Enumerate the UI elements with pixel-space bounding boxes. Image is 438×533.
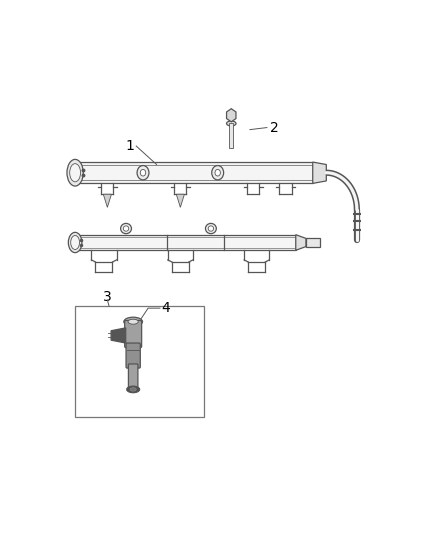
Bar xyxy=(75,306,204,417)
Text: 4: 4 xyxy=(162,301,170,315)
Ellipse shape xyxy=(124,226,129,231)
Ellipse shape xyxy=(215,169,220,176)
Text: 2: 2 xyxy=(270,120,279,134)
Ellipse shape xyxy=(226,121,236,126)
Polygon shape xyxy=(226,109,236,122)
Ellipse shape xyxy=(68,232,82,253)
Ellipse shape xyxy=(212,166,224,180)
Ellipse shape xyxy=(130,388,136,391)
Ellipse shape xyxy=(120,223,131,233)
Polygon shape xyxy=(176,194,184,207)
Bar xyxy=(75,162,313,183)
Bar xyxy=(75,235,296,251)
Ellipse shape xyxy=(208,226,214,231)
Text: 1: 1 xyxy=(125,139,134,153)
Ellipse shape xyxy=(137,166,149,180)
FancyBboxPatch shape xyxy=(125,320,141,348)
Polygon shape xyxy=(111,328,126,343)
Ellipse shape xyxy=(140,169,146,176)
Ellipse shape xyxy=(127,386,140,393)
Bar xyxy=(229,124,233,148)
Bar xyxy=(306,238,320,247)
Polygon shape xyxy=(296,235,306,251)
Ellipse shape xyxy=(71,236,80,249)
Polygon shape xyxy=(313,162,326,183)
FancyBboxPatch shape xyxy=(126,343,140,368)
Ellipse shape xyxy=(67,159,83,186)
FancyBboxPatch shape xyxy=(128,364,138,388)
Ellipse shape xyxy=(205,223,216,233)
Ellipse shape xyxy=(128,319,138,324)
Ellipse shape xyxy=(124,317,142,326)
Polygon shape xyxy=(103,194,111,207)
Text: 3: 3 xyxy=(103,290,112,304)
Ellipse shape xyxy=(70,164,81,182)
